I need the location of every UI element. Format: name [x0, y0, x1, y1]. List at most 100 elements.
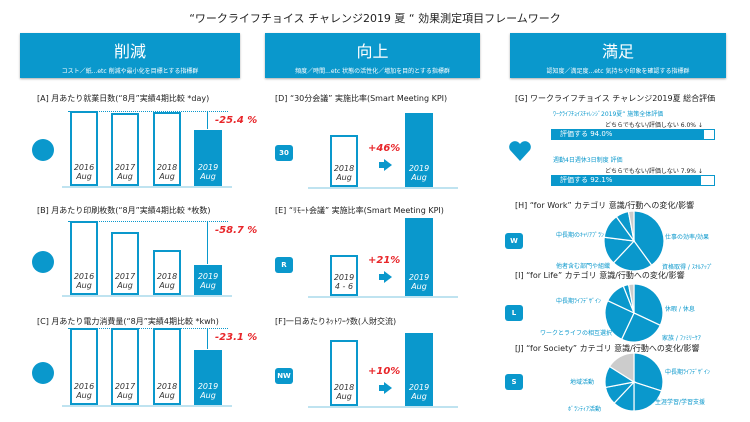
panel-title-H: [H] “for Work” カテゴリ 意識/行動への変化/影響 [515, 201, 695, 210]
right-arrow-icon [379, 271, 392, 283]
reference-line [68, 328, 228, 329]
pie-label: 生涯学習/学習支援 [655, 399, 706, 406]
pie-slice [633, 210, 665, 267]
pie-label: 他者含む部門や組織 [556, 263, 611, 270]
bar-label: 2018 Aug [155, 272, 179, 290]
bar-year: 2018 [156, 272, 178, 281]
heart-icon [509, 141, 531, 161]
pie-chart-J [604, 352, 664, 412]
right-arrow-icon [379, 382, 392, 394]
clock-icon [32, 139, 54, 161]
bar-year: 2016 [73, 382, 95, 391]
bar-period: Aug [411, 392, 427, 401]
reference-line [68, 221, 228, 222]
heading: 満足 [601, 42, 634, 61]
bar-period: Aug [411, 282, 427, 291]
baseline [62, 186, 232, 188]
pie-slice [604, 299, 635, 341]
baseline [62, 405, 232, 407]
eval-note: どちらでもない/評価しない 6.0% ↓ [605, 122, 703, 129]
pie-label: ワークとライフの相互選択 [540, 330, 613, 337]
baseline [62, 295, 232, 297]
bar-label: 2019 Aug [407, 164, 431, 182]
pie-chart-I [604, 283, 664, 343]
bar-year: 2018 [333, 383, 355, 392]
bar-year: 2019 [408, 383, 430, 392]
pie-slice [608, 352, 635, 384]
bar-period: Aug [200, 281, 216, 290]
bar-label: 2018 Aug [332, 383, 356, 401]
bar-period: Aug [117, 172, 133, 181]
badge-H: W [505, 233, 523, 249]
bar-label: 2018 Aug [155, 382, 179, 400]
bar-year: 2019 [408, 164, 430, 173]
page-title: “ワークライフチョイス チャレンジ2019 夏 “ 効果測定項目フレームワーク [189, 12, 561, 25]
panel-title-C: [C] 月あたり電力消費量(“8月”実績4期比較 *kwh) [37, 317, 219, 326]
heading: 向上 [356, 42, 389, 61]
bar-label: 2017 Aug [113, 272, 137, 290]
bar-label: 2019 Aug [196, 272, 220, 290]
subheading: 頻度／時間...etc 状態の活性化／増加を目的とする指標群 [295, 68, 450, 75]
bar-E: 2019 Aug [405, 218, 433, 296]
pie-label: 仕事の効率/効果 [665, 234, 710, 241]
badge-F: NW [275, 368, 293, 384]
badge-D: 30 [275, 145, 293, 161]
bar-label: 2019 Aug [196, 382, 220, 400]
bar-label: 2016 Aug [72, 163, 96, 181]
eval-note: どちらでもない/評価しない 7.9% ↓ [605, 168, 703, 175]
bar-D: 2018 Aug [330, 135, 358, 187]
change-percent: +10% [368, 366, 401, 377]
badge-I: L [505, 305, 523, 321]
bar-period: Aug [159, 281, 175, 290]
bar-year: 2019 [197, 382, 219, 391]
lightbulb-icon [32, 362, 54, 384]
bar-label: 2017 Aug [113, 382, 137, 400]
bar-label: 2016 Aug [72, 382, 96, 400]
panel-title-D: [D] “30分会議” 実施比率(Smart Meeting KPI) [275, 94, 448, 103]
bar-label: 2016 Aug [72, 272, 96, 290]
column-header-satisfy: 満足認知度／満足度...etc 気持ちや印象を確認する指標群 [510, 33, 726, 78]
bar-A: 2018 Aug [153, 112, 181, 186]
bar-year: 2018 [156, 163, 178, 172]
bar-label: 2018 Aug [155, 163, 179, 181]
bar-A: 2016 Aug [70, 111, 98, 186]
column-header-reduce: 削減 コスト／紙...etc 削減や最小化を目標とする指標群 [20, 33, 240, 78]
bar-period: 4 - 6 [334, 282, 354, 291]
bar-C: 2018 Aug [153, 328, 181, 405]
change-percent: -23.1 % [215, 332, 258, 343]
pie-chart-H [603, 210, 665, 272]
bar-year: 2018 [156, 382, 178, 391]
bar-period: Aug [117, 391, 133, 400]
bar-label: 2019 4 - 6 [332, 273, 356, 291]
bar-label: 2017 Aug [113, 163, 137, 181]
bar-period: Aug [200, 172, 216, 181]
panel-title-E: [E] “ﾘﾓｰﾄ会議” 実施比率(Smart Meeting KPI) [275, 206, 444, 215]
bar-year: 2019 [197, 163, 219, 172]
bar-period: Aug [76, 281, 92, 290]
pie-label: 家族 / ﾌｧﾐﾘｰｹｱ [662, 335, 701, 342]
bar-period: Aug [76, 172, 92, 181]
panel-title-B: [B] 月あたり印刷枚数(“8月”実績4期比較 *枚数) [37, 206, 211, 215]
change-percent: +46% [368, 143, 401, 154]
bar-period: Aug [200, 391, 216, 400]
pie-slice [633, 352, 664, 392]
pie-slice [620, 312, 662, 343]
change-arrow [207, 329, 208, 349]
reference-line [68, 111, 228, 112]
bar-label: 2019 Aug [407, 273, 431, 291]
bar-E: 2019 4 - 6 [330, 255, 358, 296]
bar-D: 2019 Aug [405, 113, 433, 187]
pie-label: 地域活動 [570, 379, 595, 386]
baseline [308, 296, 458, 298]
subheading: コスト／紙...etc 削減や最小化を目標とする指標群 [61, 68, 199, 75]
pie-slice [612, 240, 653, 272]
bar-period: Aug [336, 173, 352, 182]
pie-label: 中長期のｷｬﾘｱﾌﾟﾗﾝ [556, 232, 605, 239]
subheading: 認知度／満足度...etc 気持ちや印象を確認する指標群 [546, 68, 690, 75]
baseline [308, 187, 458, 189]
bar-B: 2018 Aug [153, 250, 181, 295]
bar-period: Aug [159, 391, 175, 400]
baseline [308, 406, 458, 408]
pie-label: 休暇 / 休息 [665, 306, 695, 313]
bar-label: 2018 Aug [332, 164, 356, 182]
